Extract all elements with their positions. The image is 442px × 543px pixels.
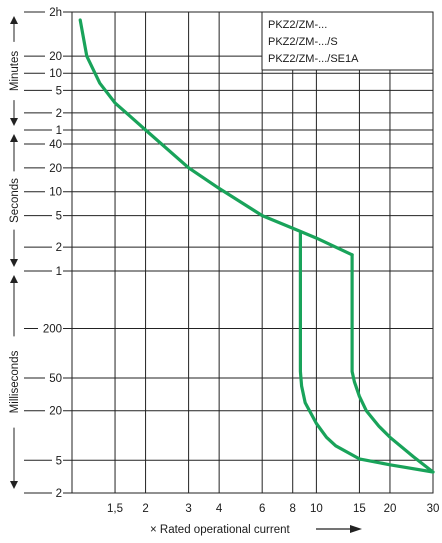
y-tick-label-13: 200 [43, 323, 62, 335]
y-tick-label-bg [52, 208, 63, 222]
y-tick-label-bg [52, 123, 63, 136]
x-tick-label-6: 8 [290, 503, 296, 515]
x-axis-label: × Rated operational current [150, 524, 290, 536]
x-tick-label-10: 30 [427, 503, 440, 515]
y-tick-label-14: 50 [49, 373, 62, 385]
y-tick-label-8: 20 [49, 163, 62, 175]
y-tick-label-bg [52, 240, 63, 254]
x-tick-label-5: 6 [259, 503, 265, 515]
series-line-1 [78, 18, 354, 257]
region-arrow-head [10, 134, 18, 142]
y-tick-label-bg [52, 83, 63, 97]
y-tick-label-bg [45, 49, 63, 63]
grid-lines [72, 12, 433, 493]
x-tick-label-4: 4 [216, 503, 223, 515]
region-label-seconds: Seconds [9, 178, 21, 223]
y-tick-label-bg [45, 403, 63, 417]
x-tick-label-3: 3 [185, 503, 191, 515]
y-tick-label-bg [52, 105, 63, 119]
legend-entry-1: PKZ2/ZM-... [268, 19, 327, 31]
region-seconds: Seconds [9, 134, 21, 267]
plot-frame [71, 11, 434, 494]
y-tick-label-bg [38, 321, 63, 335]
x-axis-arrow-head [350, 525, 362, 533]
time-unit-regions: Minutes Seconds Milliseconds [9, 16, 21, 489]
y-tick-label-12: 1 [56, 266, 62, 278]
legend: PKZ2/ZM-... PKZ2/ZM-.../S PKZ2/ZM-.../SE1A [268, 19, 359, 65]
series-line-3 [350, 253, 435, 474]
region-arrow-head [10, 275, 18, 283]
y-tick-label-15: 20 [49, 406, 62, 418]
series-line-2 [298, 231, 435, 474]
y-tick-label-4: 5 [56, 85, 62, 97]
x-tick-label-1: 1,5 [107, 503, 123, 515]
y-tick-label-7: 40 [49, 139, 62, 151]
x-axis-label-group: × Rated operational current [150, 524, 362, 536]
curves [78, 18, 435, 474]
region-label-minutes: Minutes [9, 51, 21, 92]
y-tick-label-16: 5 [56, 455, 62, 467]
y-tick-label-11: 2 [56, 242, 62, 254]
y-tick-label-bg [45, 5, 63, 18]
y-tick-label-9: 10 [49, 187, 62, 199]
x-tick-label-2: 2 [142, 503, 148, 515]
y-tick-label-bg [45, 371, 63, 385]
legend-entry-2: PKZ2/ZM-.../S [268, 36, 338, 48]
y-tick-label-bg [45, 66, 63, 80]
x-tick-label-8: 15 [353, 503, 366, 515]
plot-border [71, 11, 434, 494]
y-tick-label-6: 1 [56, 125, 62, 137]
y-tick-label-bg [52, 453, 63, 467]
y-tick-label-bg [52, 264, 63, 277]
y-tick-label-3: 10 [49, 68, 62, 80]
y-tick-label-1: 2h [49, 7, 62, 19]
y-tick-label-5: 2 [56, 108, 62, 120]
y-tick-label-bg [52, 486, 63, 499]
x-tick-label-7: 10 [310, 503, 323, 515]
region-arrow-head [10, 481, 18, 489]
legend-entry-3: PKZ2/ZM-.../SE1A [268, 53, 359, 65]
y-tick-label-17: 2 [56, 488, 62, 500]
y-tick-label-bg [45, 184, 63, 198]
y-axis-tick-labels: 2h 20 10 5 2 1 40 20 10 5 2 1 200 50 20 5 2 [24, 5, 72, 500]
x-tick-label-9: 20 [384, 503, 397, 515]
region-arrow-head [10, 16, 18, 24]
x-axis-tick-labels: 1,5 2 3 4 6 8 10 15 20 30 [107, 503, 439, 515]
region-arrow-head [10, 118, 18, 126]
region-milliseconds: Milliseconds [9, 275, 21, 489]
region-minutes: Minutes [9, 16, 21, 126]
region-label-milliseconds: Milliseconds [9, 350, 21, 413]
y-tick-label-bg [45, 136, 63, 150]
region-arrow-head [10, 259, 18, 267]
y-tick-label-2: 20 [49, 51, 62, 63]
y-tick-label-bg [45, 160, 63, 174]
y-tick-label-10: 5 [56, 211, 62, 223]
